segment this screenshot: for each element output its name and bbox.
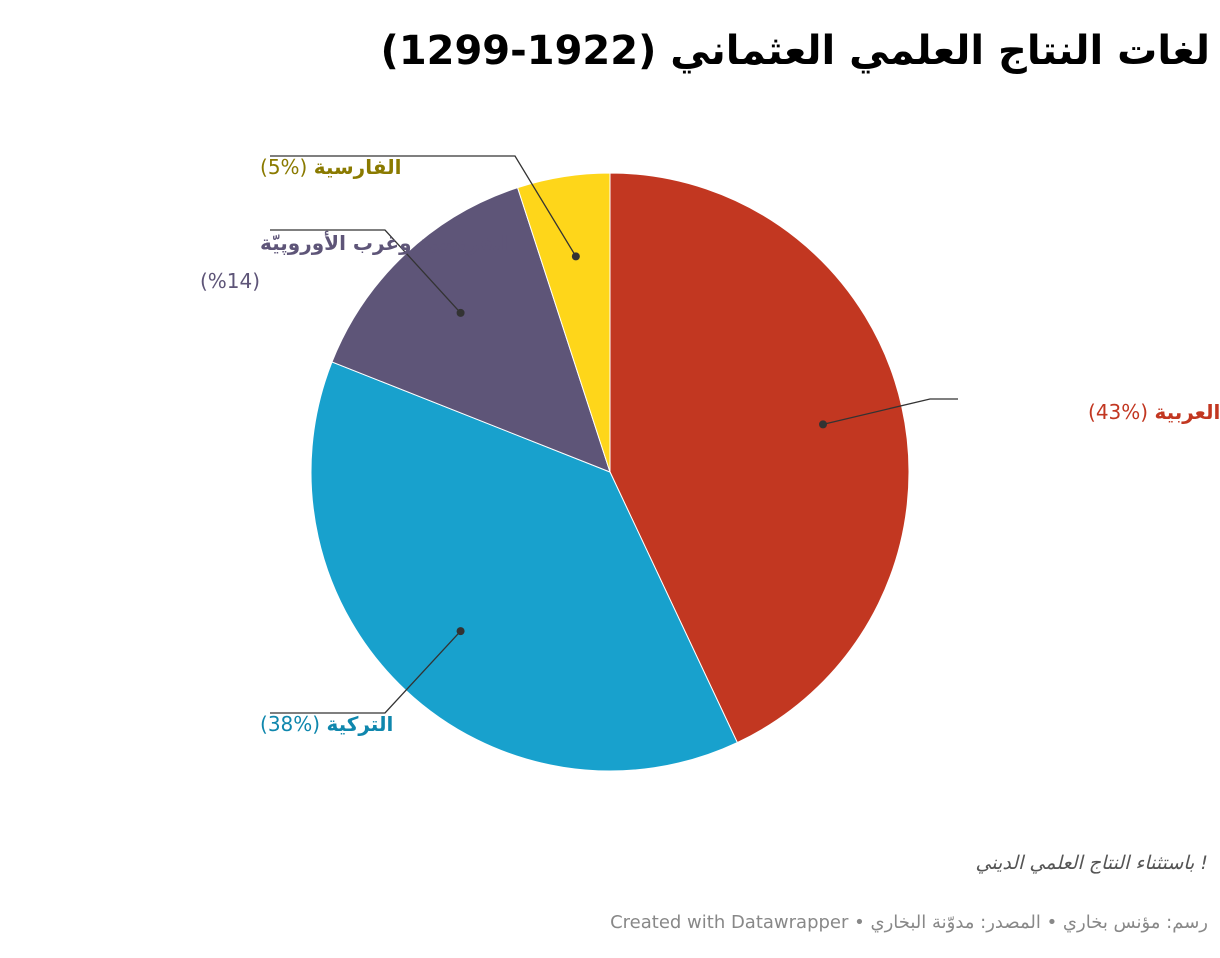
leader-line-1 — [822, 398, 958, 426]
slice-label-4: الفارسية (%5) — [260, 155, 401, 179]
slice-label-2: التركية (%38) — [260, 712, 393, 736]
slice-name-1: العربية — [1154, 400, 1220, 424]
slice-value-1: (%43) — [1088, 400, 1154, 424]
slice-name-2: التركية — [326, 712, 393, 736]
pie-slice-2[interactable] — [310, 361, 738, 772]
chart-title: لغات النتاج العلمي العثماني (1922-1299) — [380, 28, 1210, 74]
leader-dot-4 — [571, 252, 580, 261]
slice-value-4: (%5) — [260, 155, 314, 179]
leader-dot-1 — [819, 420, 828, 429]
slice-label-1: العربية (%43) — [1088, 400, 1220, 424]
exclusion-note: ! باستثناء النتاج العلمي الديني — [975, 852, 1208, 874]
slice-label-3: الفرنسية وغرب الأوروپيّة — [260, 230, 508, 256]
pie-slice-1[interactable] — [609, 172, 910, 744]
credit-line: رسم: مؤنس بخاري • المصدر: مدوّنة البخاري… — [610, 912, 1208, 933]
leader-dot-3 — [456, 308, 465, 317]
pie-slice-4[interactable] — [516, 172, 611, 473]
slice-value-3: (%14) — [200, 269, 260, 293]
slice-value-2: (%38) — [260, 712, 326, 736]
leader-line-4 — [270, 155, 577, 257]
leader-line-2 — [270, 630, 462, 714]
datawrapper-link[interactable]: Created with Datawrapper — [610, 912, 849, 933]
slice-name-4: الفارسية — [314, 155, 402, 179]
leader-line-3 — [270, 229, 462, 314]
byline-text: رسم: مؤنس بخاري • المصدر: مدوّنة البخاري… — [854, 912, 1208, 933]
leader-dot-2 — [456, 627, 465, 636]
slice-name-3: الفرنسية وغرب الأوروپيّة — [260, 230, 508, 256]
